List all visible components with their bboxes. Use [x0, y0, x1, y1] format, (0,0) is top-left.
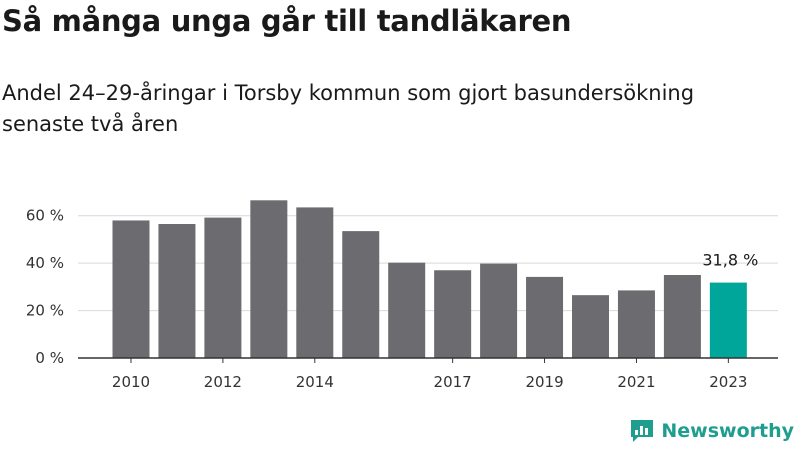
- y-tick-label: 60 %: [26, 207, 64, 225]
- bar-2016: [388, 262, 426, 358]
- x-tick-label: 2019: [525, 373, 563, 391]
- highlight-value-label: 31,8 %: [702, 251, 758, 270]
- bar-2017: [434, 270, 472, 358]
- bar-2018: [480, 263, 518, 358]
- y-tick-label: 40 %: [26, 254, 64, 272]
- bar-2021: [617, 290, 655, 358]
- bar-2023: [709, 282, 747, 358]
- bar-2014: [296, 207, 334, 358]
- bar-2012: [204, 217, 242, 358]
- bar-2020: [572, 295, 609, 358]
- bar-2011: [158, 224, 196, 358]
- bar-2010: [112, 220, 150, 358]
- bar-2013: [250, 200, 288, 358]
- y-tick-label: 20 %: [26, 302, 64, 320]
- chart-title: Så många unga går till tandläkaren: [2, 4, 572, 38]
- bar-2015: [342, 231, 380, 358]
- chart-subtitle: Andel 24–29-åringar i Torsby kommun som …: [2, 81, 695, 136]
- x-tick-label: 2012: [204, 373, 242, 391]
- x-tick-label: 2021: [617, 373, 655, 391]
- x-tick-label: 2017: [434, 373, 472, 391]
- x-tick-label: 2010: [112, 373, 150, 391]
- x-tick-label: 2023: [709, 373, 747, 391]
- bar-2022: [663, 275, 701, 358]
- newsworthy-logo-icon: [631, 420, 654, 442]
- x-tick-label: 2014: [296, 373, 334, 391]
- y-tick-label: 0 %: [35, 349, 64, 367]
- brand-name: Newsworthy: [661, 420, 794, 442]
- brand-logo: Newsworthy: [629, 418, 794, 444]
- bar-2019: [526, 276, 564, 358]
